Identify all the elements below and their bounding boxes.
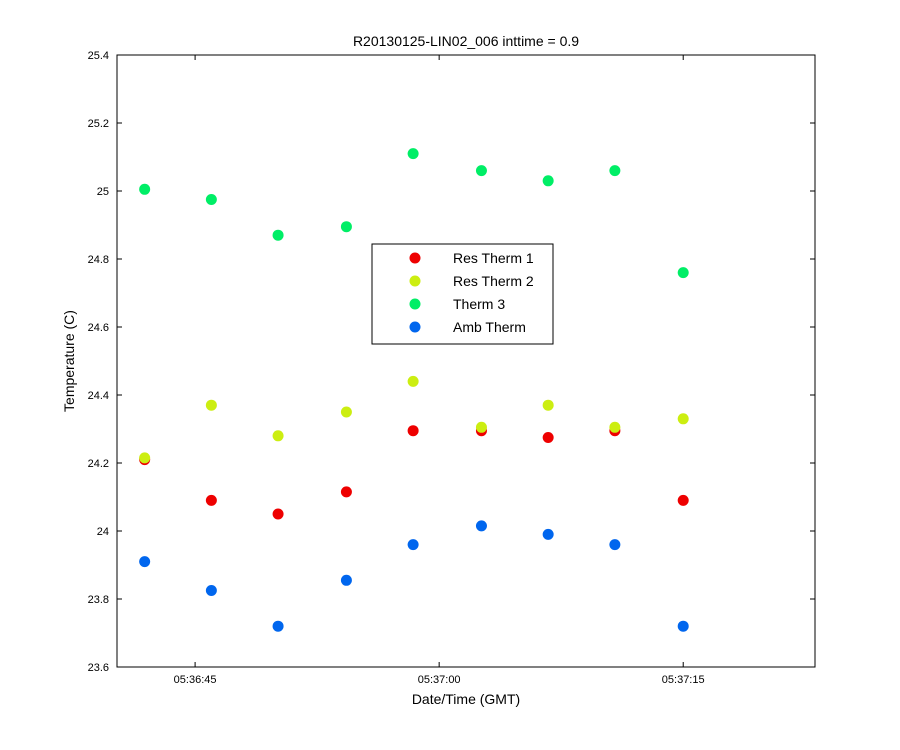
y-tick-label: 24 xyxy=(97,526,109,538)
data-point-res-therm-1 xyxy=(542,432,554,443)
data-point-therm-3 xyxy=(609,165,621,177)
data-point-amb-therm xyxy=(609,539,621,551)
y-axis-title: Temperature (C) xyxy=(61,310,77,412)
data-point-res-therm-1 xyxy=(407,425,419,437)
y-tick-label: 24.4 xyxy=(88,390,109,402)
data-point-res-therm-2 xyxy=(542,399,554,411)
chart-title: R20130125-LIN02_006 inttime = 0.9 xyxy=(353,33,579,49)
data-point-therm-3 xyxy=(205,194,217,205)
data-point-amb-therm xyxy=(205,585,217,596)
legend-label-amb-therm: Amb Therm xyxy=(453,319,526,335)
legend-box xyxy=(371,243,554,345)
data-point-res-therm-2 xyxy=(205,399,217,411)
data-point-res-therm-1 xyxy=(205,494,217,506)
legend-marker-res-therm-1 xyxy=(409,252,421,264)
data-point-res-therm-1 xyxy=(677,494,689,506)
data-point-therm-3 xyxy=(677,267,689,279)
data-point-res-therm-2 xyxy=(609,421,621,433)
legend-label-therm-3: Therm 3 xyxy=(453,296,505,312)
y-tick-label: 25.2 xyxy=(88,118,109,130)
data-points xyxy=(139,148,689,632)
y-tick-label: 23.8 xyxy=(88,594,109,606)
data-point-amb-therm xyxy=(475,520,487,532)
data-point-res-therm-1 xyxy=(340,486,352,498)
data-point-therm-3 xyxy=(340,221,352,233)
legend-marker-res-therm-2 xyxy=(409,275,421,287)
data-point-amb-therm xyxy=(340,574,352,586)
data-point-res-therm-2 xyxy=(475,421,487,433)
data-point-res-therm-2 xyxy=(139,452,151,464)
data-point-therm-3 xyxy=(272,229,284,241)
legend-marker-therm-3 xyxy=(409,298,421,310)
data-point-amb-therm xyxy=(677,620,689,632)
y-tick-label: 25 xyxy=(97,186,109,198)
data-point-res-therm-2 xyxy=(340,406,352,418)
y-tick-label: 23.6 xyxy=(88,662,109,674)
x-tick-label: 05:37:15 xyxy=(662,674,705,686)
data-point-res-therm-2 xyxy=(677,413,689,425)
data-point-amb-therm xyxy=(139,556,151,568)
legend: Res Therm 1 Res Therm 2 Therm 3 Amb Therm xyxy=(371,243,554,345)
legend-label-res-therm-2: Res Therm 2 xyxy=(453,273,534,289)
data-point-res-therm-1 xyxy=(272,508,284,520)
legend-marker-amb-therm xyxy=(409,321,421,333)
data-point-res-therm-2 xyxy=(407,375,419,387)
x-axis-ticks: 05:36:45 05:37:00 05:37:15 xyxy=(174,55,705,686)
data-point-res-therm-2 xyxy=(272,430,284,442)
data-point-amb-therm xyxy=(407,539,419,551)
data-point-therm-3 xyxy=(407,148,419,160)
y-tick-label: 24.2 xyxy=(88,458,109,470)
data-point-therm-3 xyxy=(475,165,487,177)
x-tick-label: 05:36:45 xyxy=(174,674,217,686)
y-tick-label: 24.6 xyxy=(88,322,109,334)
data-point-therm-3 xyxy=(542,175,554,187)
data-point-therm-3 xyxy=(139,183,151,195)
x-tick-label: 05:37:00 xyxy=(418,674,461,686)
plot-area-frame xyxy=(116,54,816,668)
data-point-amb-therm xyxy=(272,620,284,632)
y-tick-label: 24.8 xyxy=(88,254,109,266)
data-point-amb-therm xyxy=(542,528,554,540)
legend-label-res-therm-1: Res Therm 1 xyxy=(453,250,534,266)
x-axis-title: Date/Time (GMT) xyxy=(412,691,520,707)
y-tick-label: 25.4 xyxy=(88,50,109,62)
y-axis-ticks: 23.6 23.8 24 24.2 24.4 24.6 24.8 25 25.2 25.4 xyxy=(88,50,815,674)
